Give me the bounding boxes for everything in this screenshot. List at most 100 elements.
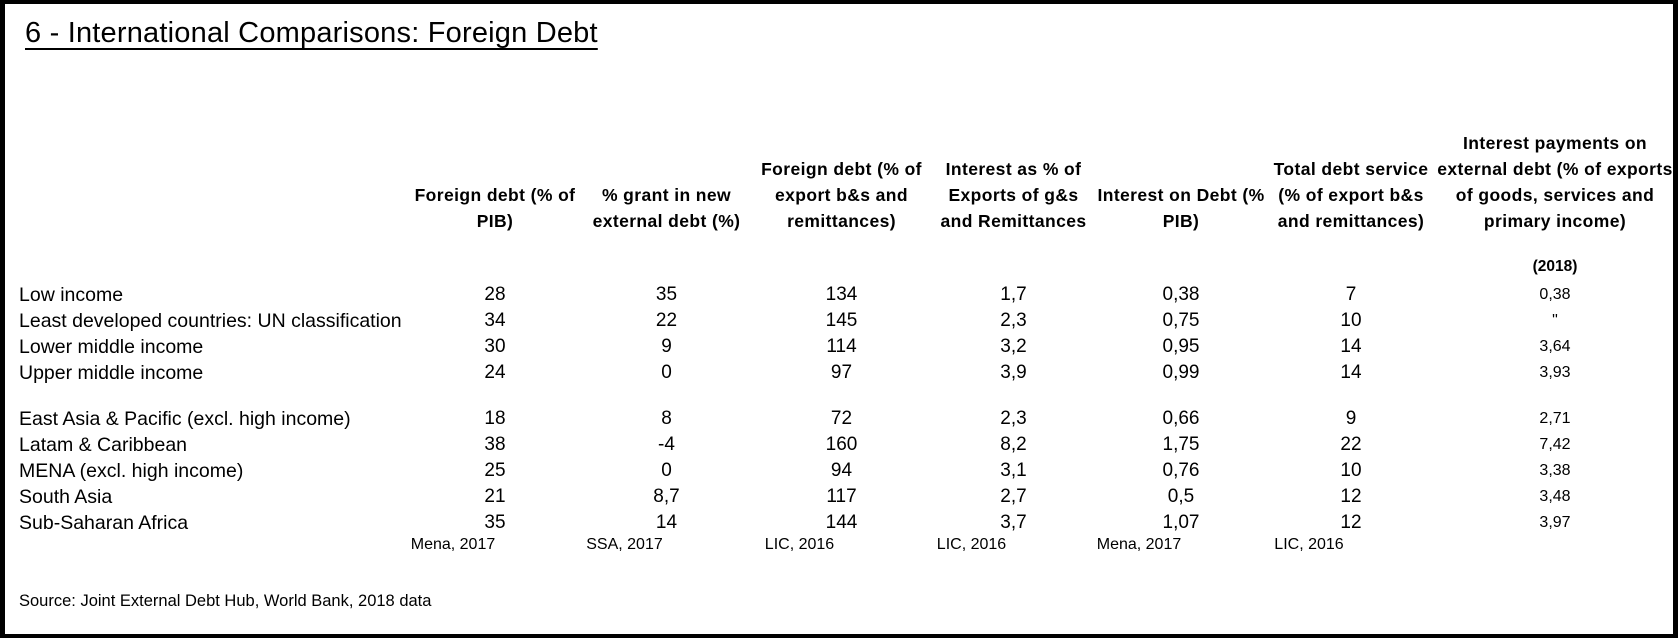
table-cell: 0,76 [1162, 460, 1200, 481]
table-cell: 145 [825, 310, 858, 331]
spacer-cell [1097, 386, 1265, 406]
table-cell: 3,2 [1000, 336, 1027, 357]
column-note-cell: SSA, 2017 [580, 536, 753, 576]
table-cell: 0,75 [1162, 310, 1200, 331]
table-cell: 94 [830, 460, 853, 481]
table-cell: 3,64 [1539, 338, 1571, 355]
table-cell: 3,38 [1539, 462, 1571, 479]
column-header: Interest payments on external debt (% of… [1437, 133, 1673, 231]
table-cell: 10 [1340, 310, 1362, 331]
column-subheader [410, 236, 580, 282]
table-cell: 114 [826, 336, 857, 357]
table-cell: 1,7 [1000, 284, 1027, 305]
table-cell: 14 [1340, 336, 1362, 357]
row-label: Upper middle income [19, 362, 204, 384]
table-cell: 160 [825, 434, 858, 455]
table-cell: 117 [826, 486, 857, 507]
table-cell: 0,5 [1167, 486, 1195, 507]
table-body: Low income 28 35 134 1,7 0,38 7 0,38 Least devel… [14, 282, 1673, 536]
table-row: East Asia & Pacific (excl. high income) 1… [14, 406, 1673, 432]
table-cell: 35 [655, 284, 678, 305]
column-subheader: (2018) [1532, 258, 1578, 275]
row-label: Sub-Saharan Africa [19, 512, 189, 534]
note-spacer [14, 536, 410, 576]
table-cell: 35 [484, 512, 506, 533]
table-footnotes: Mena, 2017 SSA, 2017 LIC, 2016 LIC, 2016 Men… [14, 536, 1673, 576]
table-cell: 3,93 [1539, 364, 1571, 381]
table-cell: 18 [484, 408, 506, 429]
table-cell: 2,3 [1000, 310, 1027, 331]
table-cell: 8,2 [1000, 434, 1027, 455]
row-label: Low income [19, 284, 124, 306]
table-cell: 7 [1345, 284, 1357, 305]
table-row: Sub-Saharan Africa 35 14 144 3,7 1,07 12 3,97 [14, 510, 1673, 536]
column-note: Mena, 2017 [410, 536, 496, 553]
spacer-cell [14, 386, 410, 406]
column-header: Total debt service (% of export b&s and … [1273, 159, 1429, 231]
table-cell: 12 [1340, 512, 1362, 533]
table-cell: 12 [1340, 486, 1362, 507]
row-label: South Asia [19, 486, 113, 508]
table-cell: 0,38 [1539, 286, 1571, 303]
table-cell: 3,48 [1539, 488, 1571, 505]
row-label: Least developed countries: UN classifica… [19, 310, 402, 332]
column-header: Foreign debt (% of PIB) [414, 185, 576, 231]
table-cell: 10 [1340, 460, 1362, 481]
column-subheader [753, 236, 930, 282]
header-row: Foreign debt (% of PIB) % grant in new ex… [14, 92, 1673, 236]
table-cell: 3,7 [1000, 512, 1027, 533]
table-cell: 24 [484, 362, 506, 383]
column-header: Interest on Debt (% PIB) [1097, 185, 1265, 231]
table-cell: 0,95 [1162, 336, 1200, 357]
table-row: Latam & Caribbean 38 -4 160 8,2 1,75 22 7,42 [14, 432, 1673, 458]
table-row: MENA (excl. high income) 25 0 94 3,1 0,76 10 3,… [14, 458, 1673, 484]
table-cell: 14 [1340, 362, 1362, 383]
column-note-cell [1437, 536, 1673, 576]
column-note: SSA, 2017 [586, 536, 663, 553]
table-cell: 1,07 [1162, 512, 1200, 533]
table-cell: 3,9 [1000, 362, 1027, 383]
column-subheader [580, 236, 753, 282]
table-cell: 14 [655, 512, 678, 533]
column-note: LIC, 2016 [936, 536, 1007, 553]
source-note: Source: Joint External Debt Hub, World B… [19, 592, 432, 610]
row-label: Lower middle income [19, 336, 204, 358]
table-cell: 0,99 [1162, 362, 1200, 383]
table-header: Foreign debt (% of PIB) % grant in new ex… [14, 92, 1673, 282]
table-cell: 9 [1345, 408, 1357, 429]
row-label: Latam & Caribbean [19, 434, 188, 456]
table-cell: 8,7 [653, 486, 680, 507]
table-row: Lower middle income 30 9 114 3,2 0,95 14 3,64 [14, 334, 1673, 360]
column-subheader [930, 236, 1097, 282]
table-cell: 72 [830, 408, 853, 429]
table-cell: 21 [484, 486, 506, 507]
column-note: LIC, 2016 [764, 536, 835, 553]
subheader-spacer [14, 236, 410, 282]
column-note-cell: LIC, 2016 [753, 536, 930, 576]
column-note: Mena, 2017 [1097, 536, 1182, 553]
column-note: LIC, 2016 [1274, 536, 1344, 553]
table-row: South Asia 21 8,7 117 2,7 0,5 12 3,48 [14, 484, 1673, 510]
column-subheader [1097, 236, 1265, 282]
table-row: Upper middle income 24 0 97 3,9 0,99 14 3,93 [14, 360, 1673, 386]
table-cell: 22 [1340, 434, 1362, 455]
table-cell: 38 [484, 434, 506, 455]
table-cell: 1,75 [1162, 434, 1200, 455]
table-cell: 0,66 [1162, 408, 1200, 429]
column-note-cell: Mena, 2017 [1097, 536, 1265, 576]
table-cell: " [1552, 312, 1558, 329]
table-cell: 97 [830, 362, 853, 383]
foreign-debt-table: Foreign debt (% of PIB) % grant in new ex… [14, 92, 1673, 576]
table-cell: -4 [658, 434, 675, 455]
table-row: Least developed countries: UN classifica… [14, 308, 1673, 334]
row-label: MENA (excl. high income) [19, 460, 244, 482]
table-cell: 0 [661, 460, 672, 481]
column-header: Foreign debt (% of export b&s and remitt… [761, 159, 922, 231]
subheader-row: (2018) [14, 236, 1673, 282]
column-note-cell: Mena, 2017 [410, 536, 580, 576]
table-cell: 2,7 [1000, 486, 1027, 507]
corner-header [14, 92, 410, 236]
column-note-cell: LIC, 2016 [930, 536, 1097, 576]
row-label: East Asia & Pacific (excl. high income) [19, 408, 351, 430]
table-cell: 34 [484, 310, 506, 331]
